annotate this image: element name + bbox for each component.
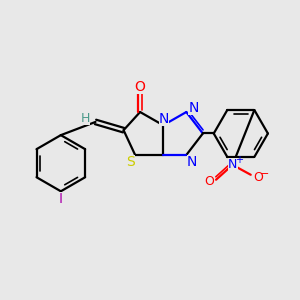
Text: N: N: [188, 101, 199, 115]
Text: O: O: [134, 80, 145, 94]
Text: O: O: [204, 175, 214, 188]
Text: S: S: [126, 155, 135, 169]
Text: +: +: [235, 155, 243, 165]
Text: N: N: [159, 112, 169, 126]
Text: O: O: [253, 171, 263, 184]
Text: I: I: [59, 191, 63, 206]
Text: N: N: [187, 154, 197, 169]
Text: H: H: [81, 112, 90, 125]
Text: N: N: [228, 158, 238, 171]
Text: −: −: [260, 169, 269, 179]
